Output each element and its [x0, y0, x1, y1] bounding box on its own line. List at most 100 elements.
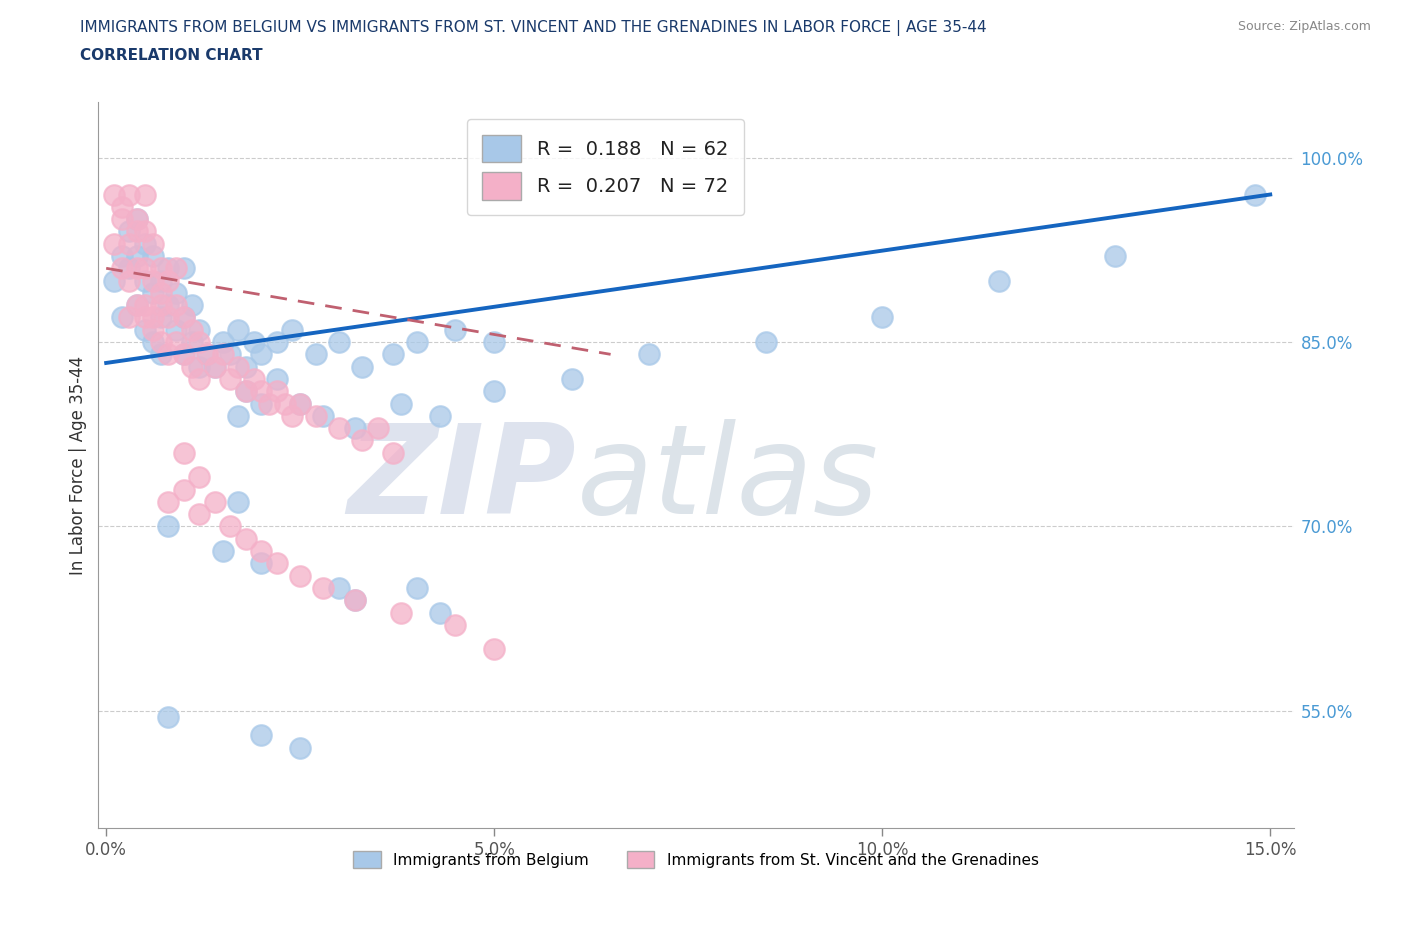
Point: [328, 335, 350, 350]
Point: [111, 310, 134, 325]
Point: [118, 187, 141, 202]
Point: [149, 335, 172, 350]
Point: [226, 408, 249, 423]
Point: [352, 359, 374, 374]
Point: [165, 323, 187, 338]
Point: [165, 260, 187, 275]
Point: [444, 618, 467, 632]
Point: [305, 408, 328, 423]
Point: [180, 335, 202, 350]
Point: [352, 433, 374, 448]
Point: [343, 420, 366, 435]
Point: [157, 298, 180, 312]
Point: [257, 396, 280, 411]
Point: [638, 347, 661, 362]
Point: [235, 531, 257, 546]
Point: [127, 298, 149, 312]
Point: [389, 605, 412, 620]
Point: [211, 544, 233, 559]
Point: [242, 371, 264, 386]
Point: [444, 323, 467, 338]
Point: [180, 298, 202, 312]
Point: [250, 347, 273, 362]
Point: [118, 310, 141, 325]
Point: [165, 286, 187, 300]
Point: [382, 445, 405, 460]
Point: [188, 359, 211, 374]
Point: [118, 260, 141, 275]
Point: [103, 187, 125, 202]
Text: Source: ZipAtlas.com: Source: ZipAtlas.com: [1237, 20, 1371, 33]
Point: [127, 212, 149, 227]
Point: [127, 248, 149, 263]
Point: [290, 396, 312, 411]
Point: [281, 323, 304, 338]
Point: [204, 359, 226, 374]
Point: [250, 556, 273, 571]
Point: [127, 260, 149, 275]
Point: [134, 260, 156, 275]
Point: [142, 286, 165, 300]
Point: [103, 236, 125, 251]
Point: [134, 323, 156, 338]
Point: [987, 273, 1010, 288]
Point: [173, 347, 195, 362]
Point: [142, 248, 165, 263]
Legend: Immigrants from Belgium, Immigrants from St. Vincent and the Grenadines: Immigrants from Belgium, Immigrants from…: [347, 844, 1045, 874]
Point: [312, 580, 335, 595]
Point: [134, 224, 156, 239]
Point: [211, 335, 233, 350]
Point: [142, 323, 165, 338]
Point: [250, 544, 273, 559]
Point: [127, 298, 149, 312]
Point: [235, 384, 257, 399]
Point: [290, 740, 312, 755]
Text: IMMIGRANTS FROM BELGIUM VS IMMIGRANTS FROM ST. VINCENT AND THE GRENADINES IN LAB: IMMIGRANTS FROM BELGIUM VS IMMIGRANTS FR…: [80, 20, 987, 36]
Point: [134, 273, 156, 288]
Point: [127, 224, 149, 239]
Point: [157, 495, 180, 510]
Point: [266, 384, 288, 399]
Point: [204, 359, 226, 374]
Point: [290, 568, 312, 583]
Point: [204, 495, 226, 510]
Point: [157, 260, 180, 275]
Point: [273, 396, 295, 411]
Point: [870, 310, 893, 325]
Point: [157, 273, 180, 288]
Point: [195, 347, 218, 362]
Point: [173, 347, 195, 362]
Point: [211, 347, 233, 362]
Point: [111, 212, 134, 227]
Point: [157, 519, 180, 534]
Point: [188, 470, 211, 485]
Point: [149, 347, 172, 362]
Point: [235, 384, 257, 399]
Point: [180, 323, 202, 338]
Text: ZIP: ZIP: [347, 419, 576, 540]
Point: [328, 420, 350, 435]
Point: [195, 347, 218, 362]
Point: [250, 396, 273, 411]
Point: [127, 212, 149, 227]
Point: [561, 371, 583, 386]
Point: [165, 298, 187, 312]
Point: [343, 592, 366, 607]
Point: [755, 335, 778, 350]
Point: [367, 420, 389, 435]
Point: [382, 347, 405, 362]
Point: [188, 507, 211, 522]
Point: [118, 273, 141, 288]
Point: [235, 359, 257, 374]
Point: [328, 580, 350, 595]
Point: [226, 359, 249, 374]
Point: [405, 580, 427, 595]
Point: [118, 224, 141, 239]
Point: [134, 236, 156, 251]
Point: [266, 556, 288, 571]
Point: [250, 384, 273, 399]
Point: [1104, 248, 1126, 263]
Point: [149, 310, 172, 325]
Point: [142, 273, 165, 288]
Point: [173, 482, 195, 497]
